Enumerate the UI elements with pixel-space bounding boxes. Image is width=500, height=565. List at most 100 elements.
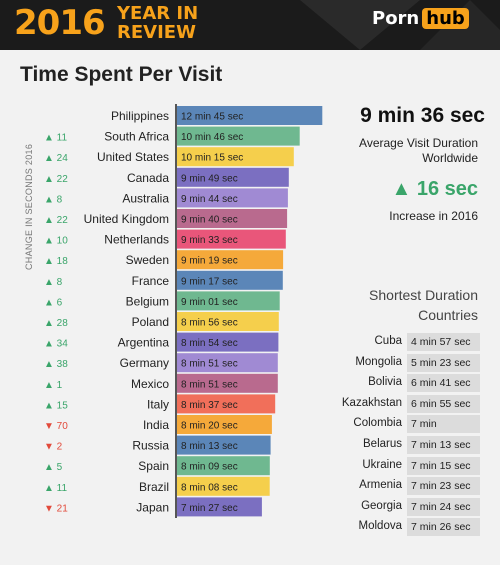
category-label: South Africa	[104, 130, 169, 144]
bar	[177, 250, 284, 270]
banner-decoration	[300, 0, 420, 50]
average-visit-label: Average Visit Duration Worldwide	[359, 136, 478, 165]
shortest-duration-row: Kazakhstan 6 min 55 sec	[336, 394, 480, 413]
bar	[177, 188, 288, 208]
shortest-country-time: 7 min 24 sec	[407, 497, 480, 516]
bar	[177, 332, 279, 352]
bar	[177, 373, 278, 393]
change-label: ▲ 11	[44, 483, 67, 494]
change-label: ▼ 2	[44, 442, 63, 453]
bar-value-label: 8 min 56 sec	[181, 318, 238, 329]
increase-label: Increase in 2016	[389, 209, 478, 223]
shortest-country-time: 6 min 41 sec	[407, 374, 480, 393]
change-label: ▲ 22	[44, 215, 68, 226]
shortest-duration-row: Cuba 4 min 57 sec	[336, 333, 480, 351]
y-axis-label: CHANGE IN SECONDS 2016	[24, 143, 34, 270]
category-label: Brazil	[139, 480, 169, 494]
bar	[177, 270, 283, 290]
change-label: ▲ 15	[44, 400, 68, 411]
change-label: ▲ 18	[44, 256, 68, 267]
increase-value: ▲ 16 sec	[391, 178, 478, 200]
category-label: Belgium	[126, 294, 169, 308]
bar	[177, 415, 272, 434]
review-text: REVIEW	[117, 22, 196, 43]
shortest-country-name: Mongolia	[355, 355, 402, 368]
shortest-country-name: Bolivia	[368, 376, 402, 389]
year-in-review-label: YEAR IN REVIEW	[117, 4, 198, 42]
shortest-country-time: 7 min 15 sec	[407, 456, 480, 475]
category-label: France	[132, 274, 170, 288]
brand-right-text: hub	[422, 8, 469, 29]
year-in-text: YEAR IN	[117, 3, 199, 24]
bar	[177, 312, 279, 331]
bar	[177, 147, 294, 167]
bar-value-label: 8 min 51 sec	[181, 359, 238, 370]
brand-logo: Porn hub	[372, 8, 469, 29]
bar-value-label: 7 min 27 sec	[181, 503, 238, 514]
shortest-country-time: 4 min 57 sec	[407, 333, 480, 351]
category-label: Poland	[132, 315, 169, 329]
shortest-country-name: Belarus	[363, 438, 402, 450]
category-label: Germany	[120, 356, 169, 370]
shortest-country-time: 5 min 23 sec	[407, 353, 480, 372]
change-label: ▲ 8	[44, 194, 63, 205]
change-label: ▲ 8	[44, 277, 63, 288]
bar	[177, 497, 262, 517]
change-label: ▲ 11	[44, 133, 67, 144]
bar	[177, 353, 278, 373]
bar-value-label: 9 min 01 sec	[181, 297, 238, 308]
shortest-duration-row: Ukraine 7 min 15 sec	[336, 456, 480, 475]
average-visit-value: 9 min 36 sec	[360, 104, 485, 127]
bar-value-label: 9 min 33 sec	[181, 235, 238, 246]
change-label: ▲ 24	[44, 153, 68, 164]
shortest-duration-row: Bolivia 6 min 41 sec	[336, 374, 480, 393]
bar-value-label: 8 min 20 sec	[181, 421, 238, 432]
category-label: United States	[97, 150, 169, 164]
bar	[177, 435, 271, 455]
category-label: Japan	[136, 500, 169, 514]
bar-value-label: 12 min 45 sec	[181, 112, 243, 123]
change-label: ▲ 28	[44, 318, 68, 329]
year-label: 2016	[14, 3, 106, 43]
category-label: India	[143, 418, 169, 432]
bar	[177, 229, 286, 249]
shortest-country-name: Armenia	[359, 479, 402, 492]
shortest-duration-row: Mongolia 5 min 23 sec	[336, 353, 480, 372]
bar	[177, 291, 280, 311]
change-label: ▼ 70	[44, 421, 68, 432]
y-axis-label-wrap: CHANGE IN SECONDS 2016	[24, 130, 38, 270]
change-label: ▲ 5	[44, 462, 63, 473]
brand-left-text: Porn	[372, 8, 420, 29]
category-label: Mexico	[131, 377, 169, 391]
shortest-country-name: Colombia	[353, 417, 402, 430]
shortest-country-name: Kazakhstan	[341, 396, 402, 409]
bar-value-label: 8 min 51 sec	[181, 379, 238, 390]
category-label: Philippines	[111, 109, 169, 123]
bar-value-label: 9 min 19 sec	[181, 256, 238, 267]
shortest-country-name: Georgia	[361, 499, 402, 512]
bar-value-label: 9 min 40 sec	[181, 215, 238, 226]
bar-value-label: 9 min 44 sec	[181, 194, 238, 205]
change-label: ▲ 10	[44, 236, 68, 247]
bar	[177, 209, 288, 228]
shortest-duration-row: Colombia 7 min	[336, 415, 480, 434]
shortest-duration-row: Armenia 7 min 23 sec	[336, 477, 480, 496]
shortest-country-time: 7 min 13 sec	[407, 436, 480, 454]
bar	[177, 126, 300, 146]
bar-value-label: 10 min 15 sec	[181, 153, 243, 164]
bar	[177, 167, 289, 187]
change-label: ▲ 1	[44, 380, 63, 391]
category-label: Russia	[132, 439, 169, 453]
change-label: ▲ 6	[44, 297, 63, 308]
bar	[177, 106, 323, 125]
shortest-country-name: Cuba	[374, 335, 403, 347]
change-label: ▲ 22	[44, 174, 68, 185]
bar-value-label: 8 min 37 sec	[181, 400, 238, 411]
bar-value-label: 8 min 08 sec	[181, 482, 238, 493]
shortest-duration-row: Georgia 7 min 24 sec	[336, 497, 480, 516]
shortest-duration-row: Moldova 7 min 26 sec	[336, 518, 480, 537]
shortest-country-time: 7 min 26 sec	[407, 518, 480, 537]
category-label: Argentina	[118, 336, 170, 350]
shortest-duration-row: Belarus 7 min 13 sec	[336, 436, 480, 454]
header-banner: 2016 YEAR IN REVIEW Porn hub	[0, 0, 500, 50]
